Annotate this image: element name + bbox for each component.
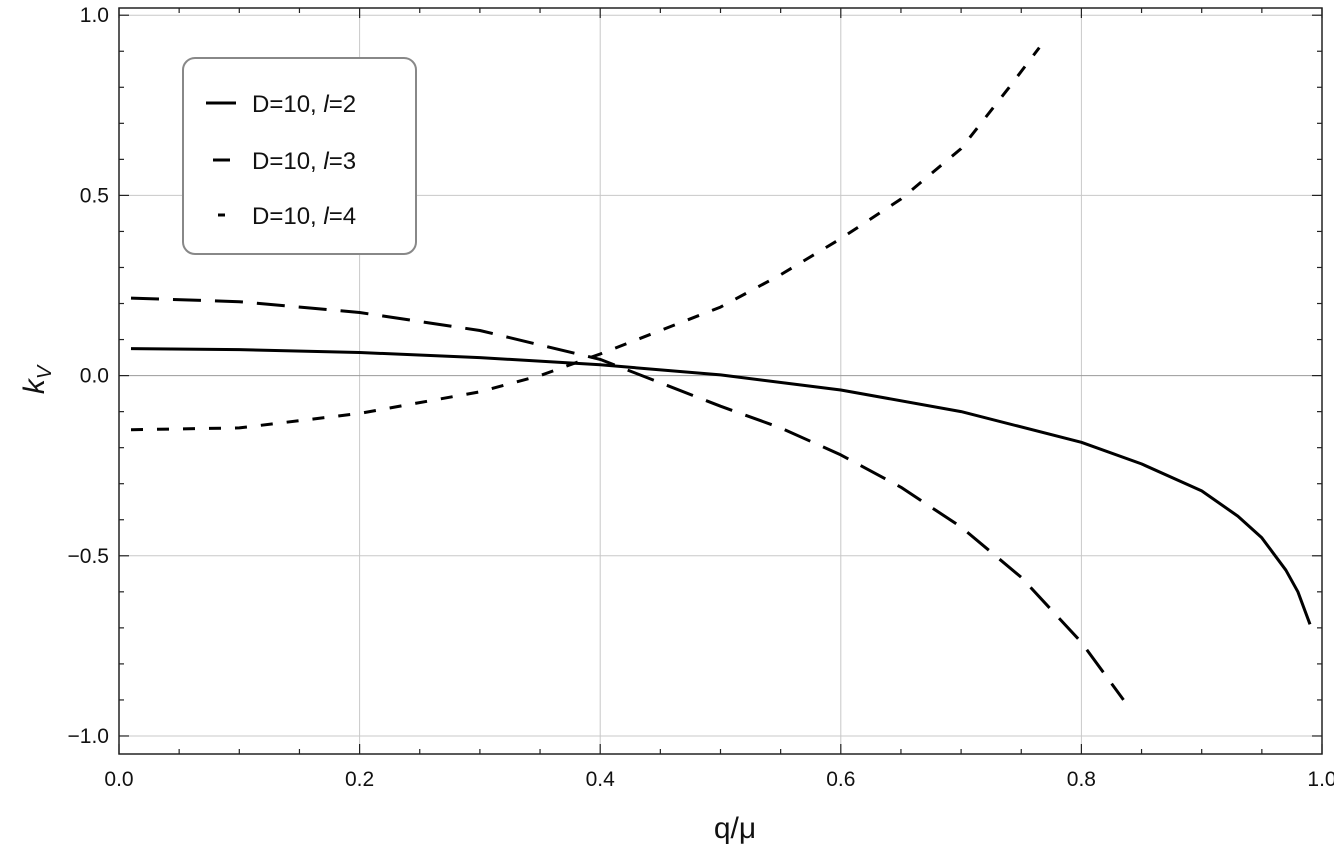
- y-axis-title: kV: [18, 364, 56, 394]
- series-line-2: [130, 296, 1125, 701]
- series-line-3: [130, 46, 1041, 432]
- legend-label-l2: D=10, l=2: [252, 91, 356, 118]
- y-tick-label: −1.0: [68, 725, 109, 748]
- x-tick-label: 0.2: [345, 768, 374, 791]
- y-tick-label: 0.0: [80, 365, 109, 388]
- legend-box: [182, 57, 417, 255]
- series-layer: [130, 46, 1312, 701]
- series-line-1: [130, 347, 1312, 625]
- x-tick-label: 1.0: [1307, 768, 1334, 791]
- y-tick-label: −0.5: [68, 545, 109, 568]
- y-axis-title-main: k: [18, 377, 51, 394]
- legend-label-l3: D=10, l=3: [252, 148, 356, 175]
- x-tick-label: 0.6: [826, 768, 855, 791]
- x-tick-label: 0.0: [104, 768, 133, 791]
- x-axis-title: q/μ: [714, 812, 756, 845]
- y-tick-label: 1.0: [80, 4, 109, 27]
- y-axis-title-sub: V: [34, 364, 56, 379]
- tick-labels: 0.0 0.2 0.4 0.6 0.8 1.0 −1.0 −0.5 0.0 0.5 1.0: [68, 4, 1334, 791]
- x-tick-label: 0.4: [586, 768, 616, 791]
- legend-label-l4: D=10, l=4: [252, 203, 356, 230]
- x-tick-label: 0.8: [1067, 768, 1096, 791]
- y-tick-label: 0.5: [80, 184, 109, 207]
- ticks: [118, 8, 1323, 754]
- legend: D=10, l=2 D=10, l=3 D=10, l=4: [182, 57, 417, 255]
